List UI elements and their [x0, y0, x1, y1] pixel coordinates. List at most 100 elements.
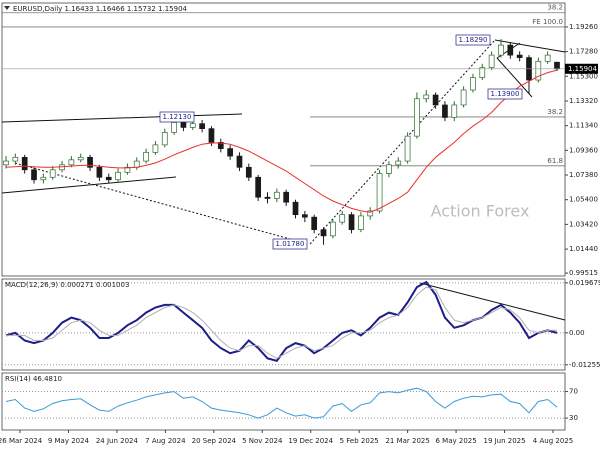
candle-body	[171, 122, 177, 133]
y-tick-label: 1.11340	[569, 122, 598, 130]
dashed-trend	[309, 39, 496, 245]
x-tick-label: 5 Nov 2024	[242, 437, 283, 445]
candle-body	[498, 44, 504, 56]
candle-body	[105, 176, 112, 181]
candle-body	[414, 98, 420, 137]
y-tick-label: 1.01440	[569, 245, 598, 253]
y-tick-label: 1.03420	[569, 220, 598, 228]
candle-body	[544, 54, 551, 62]
y-tick-label: 1.09360	[569, 146, 598, 154]
price-callout-box	[272, 238, 308, 250]
macd-panel	[1, 278, 566, 371]
y-tick-label: 0.99515	[569, 269, 598, 277]
candle-body	[451, 104, 458, 118]
y-tick-label: 1.07380	[569, 171, 598, 179]
candle-body	[301, 214, 308, 218]
candle-body	[348, 214, 355, 230]
candle-body	[161, 132, 168, 146]
candle-body	[358, 215, 364, 230]
candle-body	[245, 166, 252, 178]
candle-body	[133, 160, 140, 168]
indicator-line	[5, 280, 558, 362]
y-tick-label: 0.019679	[569, 279, 600, 287]
candle-body	[40, 176, 47, 181]
panel-title: EURUSD,Daily 1.16433 1.16466 1.15732 1.1…	[13, 5, 188, 13]
indicator-line	[5, 387, 558, 419]
candle-body	[516, 54, 523, 58]
candle-body	[273, 191, 280, 199]
y-tick-label: -0.012552	[569, 361, 600, 369]
candle-body	[12, 156, 19, 162]
candle-body	[152, 144, 159, 153]
price-callout-box	[487, 88, 523, 100]
trend-line	[1, 176, 177, 194]
candle-body	[199, 123, 205, 130]
candle-body	[68, 159, 75, 166]
trend-lines	[1, 39, 566, 321]
x-tick-label: 21 Mar 2025	[385, 437, 429, 445]
candle-body	[96, 166, 103, 178]
candle-body	[386, 164, 392, 174]
candle-body	[49, 169, 56, 178]
x-tick-label: 19 Jun 2025	[483, 437, 525, 445]
x-tick-label: 24 Jun 2024	[96, 437, 139, 445]
y-tick-label: 1.05400	[569, 196, 598, 204]
candle-body	[320, 229, 327, 237]
candle-body	[21, 156, 28, 171]
candle-body	[3, 160, 9, 166]
rsi-panel	[1, 372, 566, 431]
candle-body	[292, 201, 299, 216]
last-price-box	[565, 63, 598, 74]
candle-body	[283, 191, 290, 203]
level-label: 38.2	[547, 4, 563, 12]
y-tick-label: 1.17280	[569, 48, 598, 56]
candle-body	[395, 160, 402, 166]
trend-line	[494, 39, 566, 53]
candle-body	[115, 171, 121, 181]
candle-body	[189, 123, 196, 128]
candle-body	[554, 61, 560, 70]
dashed-trend	[14, 162, 309, 245]
price-callout: 1.01780	[276, 240, 305, 248]
candle-body	[339, 214, 346, 223]
level-label: 38.2	[547, 108, 563, 116]
x-tick-label: 26 Mar 2024	[0, 437, 43, 445]
price-callout: 1.12130	[163, 113, 192, 121]
candle-body	[31, 169, 37, 181]
trend-line	[496, 57, 533, 98]
y-tick-label: 1.19260	[569, 23, 598, 31]
x-tick-label: 20 Sep 2024	[192, 437, 237, 445]
candle-body	[124, 166, 131, 173]
moving-average	[5, 69, 558, 213]
candle-body	[236, 155, 243, 168]
panel-title: RSI(14) 46.4810	[5, 375, 62, 383]
x-tick-label: 7 Aug 2024	[145, 437, 186, 445]
candle-body	[367, 210, 374, 217]
main-panel	[1, 2, 566, 277]
x-tick-label: 9 May 2024	[48, 437, 90, 445]
candle-body	[432, 94, 439, 106]
price-callout: 1.13900	[491, 90, 520, 98]
panel-title: MACD(12,26,9) 0.000271 0.001003	[5, 281, 129, 289]
x-tick-label: 4 Aug 2025	[533, 437, 573, 445]
price-callout: 1.18290	[459, 36, 488, 44]
price-callout-box	[455, 34, 491, 46]
candle-body	[255, 176, 262, 198]
y-tick-label: 1.13320	[569, 97, 598, 105]
candle-body	[442, 104, 448, 118]
candle-body	[330, 221, 336, 237]
candle-body	[479, 67, 486, 78]
candle-body	[217, 142, 224, 149]
y-tick-label: 1.15300	[569, 72, 598, 80]
candle-body	[423, 94, 430, 100]
candle-body	[404, 135, 411, 162]
level-label: 61.8	[547, 157, 563, 165]
candle-body	[376, 173, 383, 212]
y-tick-label: 0.00	[569, 329, 585, 337]
x-tick-label: 6 May 2025	[435, 437, 476, 445]
watermark: Action Forex	[431, 202, 530, 221]
trend-line	[1, 113, 243, 123]
candle-body	[143, 151, 149, 162]
candle-body	[460, 89, 467, 106]
